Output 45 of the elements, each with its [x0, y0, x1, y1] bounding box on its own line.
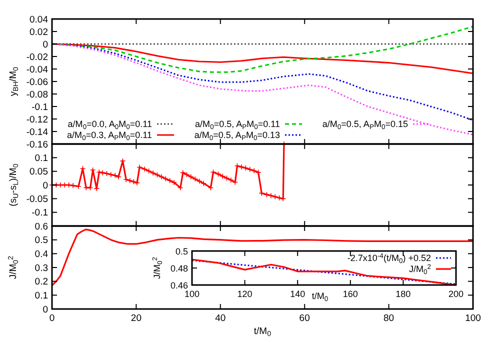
x-tick-label: 20 [130, 313, 142, 324]
legend-label: a/M$_{0}$=0.5, A$_{P}$M$_{0}$=0.15 [322, 119, 408, 131]
y-tick-label: -0.05 [26, 194, 48, 205]
x-tick-label: 40 [215, 313, 226, 324]
x-tick-label: 140 [290, 289, 306, 299]
x-tick-label: 60 [299, 313, 310, 324]
y-tick-label: -0.1 [32, 208, 48, 219]
y-tick-label: -0.02 [26, 52, 48, 63]
y-tick-label: -0.1 [32, 102, 48, 113]
y-tick-label: 0.04 [30, 14, 48, 26]
y-tick-label: 0.5 [34, 235, 48, 246]
y-tick-label: 0.2 [34, 276, 48, 288]
legend-label: a/M$_{0}$=0.0, A$_{0}$M$_{0}$=0.11 [68, 119, 152, 131]
y-tick-label: 0.02 [30, 26, 48, 38]
x-tick-label: 160 [342, 289, 358, 299]
y-tick-label: 0.3 [34, 262, 48, 274]
y-tick-label: -0.12 [26, 114, 48, 126]
y-tick-label: 0.4 [34, 248, 48, 260]
x-tick-label: 120 [237, 289, 252, 299]
legend-label: a/M$_{0}$=0.5, A$_{P}$M$_{0}$=0.11 [195, 119, 280, 131]
y-tick-label: 0.46 [170, 280, 188, 290]
x-axis-title: t/M$_{0}$ [312, 291, 328, 303]
x-tick-label: 100 [465, 313, 481, 324]
legend-label: a/M$_{0}$=0.3, A$_{P}$M$_{0}$=0.11 [67, 130, 152, 142]
x-tick-label: 180 [396, 289, 411, 299]
y-tick-label: 0.05 [30, 166, 48, 178]
y-tick-label: 0 [42, 304, 48, 316]
x-tick-label: 100 [184, 289, 200, 299]
y-tick-label: -0.14 [26, 126, 48, 138]
y-tick-label: -0.04 [26, 64, 48, 76]
legend-label: -2.7x10$^{-4}$(t/M$_{0}$) +0.52 [347, 253, 431, 265]
x-tick-label: 200 [448, 289, 464, 299]
y-tick-label: -0.06 [26, 76, 48, 88]
legend-label: a/M$_{0}$=0.5, A$_{P}$M$_{0}$=0.13 [194, 130, 280, 142]
y-tick-label: 0.6 [34, 221, 48, 232]
x-axis-title: t/M$_{0}$ [254, 326, 272, 338]
y-tick-label: -0.08 [26, 89, 48, 100]
y-tick-label: 0.5 [175, 246, 188, 256]
y-tick-label: -0.16 [26, 139, 48, 150]
y-tick-label: 0 [42, 180, 48, 192]
x-tick-label: 80 [384, 313, 394, 324]
y-tick-label: 0.48 [170, 263, 188, 274]
y-tick-label: 0.1 [34, 152, 48, 164]
y-tick-label: 0.1 [34, 290, 48, 302]
y-tick-label: 0 [42, 39, 48, 50]
